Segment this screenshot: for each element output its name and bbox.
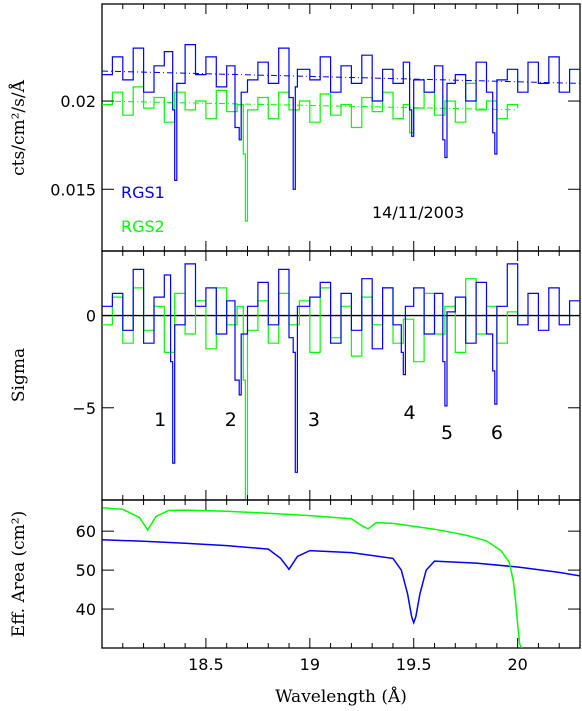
line-label-4: 4 [404, 402, 416, 424]
line-label-1: 1 [154, 409, 166, 431]
line-label-2: 2 [225, 409, 237, 431]
x-tick-label: 19.5 [396, 655, 432, 674]
model-line-rgs2 [102, 100, 518, 111]
flux-panel-frame [101, 3, 581, 252]
line-annotations: 1 2 3 4 5 6 [154, 402, 503, 444]
area-series [102, 507, 580, 648]
sigma-ylabel: Sigma [9, 348, 29, 402]
residual-series-rgs2 [102, 278, 519, 500]
y-tick-label: 0.02 [60, 92, 96, 111]
line-label-6: 6 [491, 422, 503, 444]
y-tick-label: −5 [72, 399, 96, 418]
flux-series-rgs2 [102, 82, 519, 222]
y-tick-label: 40 [76, 600, 96, 619]
residual-series [102, 263, 580, 500]
line-label-5: 5 [441, 422, 453, 444]
y-tick-label: 0 [86, 307, 96, 326]
y-tick-label: 60 [76, 522, 96, 541]
x-tick-label: 18.5 [188, 655, 224, 674]
flux-series-rgs1 [102, 44, 580, 190]
residual-ticks: 0 −5 [72, 251, 581, 500]
wavelength-xlabel: Wavelength (Å) [275, 686, 407, 707]
area-panel-frame [101, 499, 581, 649]
flux-ylabel: cts/cm²/s/Å [8, 79, 29, 175]
flux-panel: 0.015 0.02 RGS1 RGS2 14/11/2003 [50, 3, 581, 252]
area-series-rgs2 [102, 507, 523, 648]
y-tick-label: 0.015 [50, 180, 96, 199]
flux-ticks: 0.015 0.02 [50, 4, 581, 251]
legend-rgs1: RGS1 [121, 183, 165, 202]
area-ticks: 40 50 60 18.5 19 19.5 20 [76, 500, 581, 674]
area-series-rgs1 [102, 538, 580, 625]
residual-series-rgs1 [102, 263, 580, 473]
legend-rgs2: RGS2 [121, 217, 165, 236]
x-tick-label: 19 [300, 655, 320, 674]
flux-series [102, 44, 580, 222]
area-panel: 40 50 60 18.5 19 19.5 20 [76, 499, 581, 674]
area-ylabel: Eff. Area (cm²) [9, 511, 29, 637]
x-tick-label: 20 [507, 655, 527, 674]
line-label-3: 3 [308, 409, 320, 431]
observation-date: 14/11/2003 [372, 203, 464, 222]
residual-panel: 0 −5 1 2 3 4 5 6 [72, 250, 581, 501]
y-tick-label: 50 [76, 561, 96, 580]
